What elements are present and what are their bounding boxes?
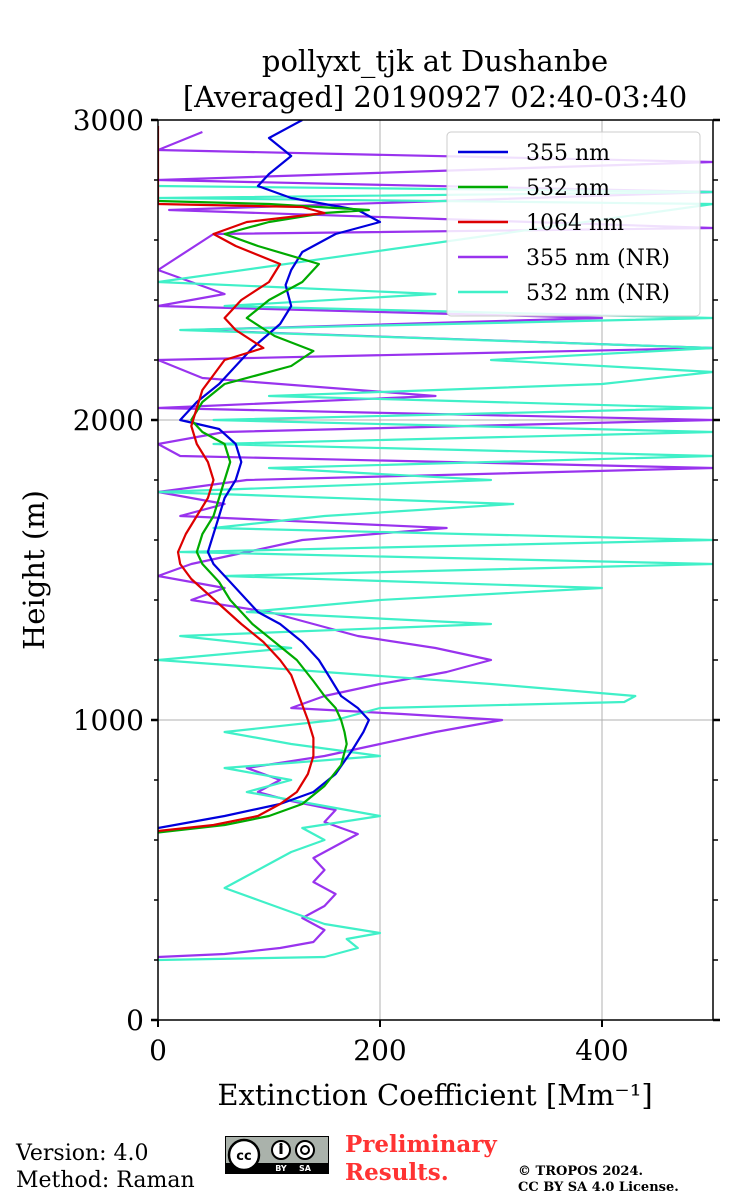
series-line-1064-nm xyxy=(158,126,326,833)
series-line-532-nm xyxy=(158,199,370,834)
cc-license-badge: cc BY SA xyxy=(225,1136,329,1174)
plot-frame xyxy=(157,119,714,1021)
chart-title-line2: [Averaged] 20190927 02:40-03:40 xyxy=(183,80,687,114)
series-clipped xyxy=(158,120,713,962)
preliminary-text-line1: Preliminary xyxy=(345,1131,497,1158)
x-tick-label: 200 xyxy=(353,1034,406,1067)
legend-label: 355 nm xyxy=(526,141,610,166)
preliminary-text-line2: Results. xyxy=(345,1159,449,1186)
x-axis-label: Extinction Coefficient [Mm⁻¹] xyxy=(217,1078,652,1112)
legend-label: 532 nm xyxy=(526,176,610,201)
series-line-532-nm-nr xyxy=(158,184,713,962)
legend-box xyxy=(446,131,701,317)
series-line-355-nm-nr xyxy=(158,130,713,959)
series-line-355-nm xyxy=(158,120,382,830)
cc-icon xyxy=(227,1138,261,1172)
y-axis-label: Height (m) xyxy=(17,490,51,650)
copyright-text-line2: CC BY SA 4.0 License. xyxy=(518,1180,679,1195)
y-tick-label: 0 xyxy=(126,1004,144,1037)
sa-icon xyxy=(295,1140,315,1160)
legend-label: 1064 nm xyxy=(526,211,624,236)
x-tick-label: 0 xyxy=(149,1034,167,1067)
y-tick-label: 1000 xyxy=(73,704,144,737)
copyright-text-line1: © TROPOS 2024. xyxy=(518,1164,644,1179)
method-text: Method: Raman xyxy=(16,1168,195,1193)
x-tick-label: 400 xyxy=(575,1034,628,1067)
chart-title-line1: pollyxt_tjk at Dushanbe xyxy=(262,44,608,79)
y-tick-label: 2000 xyxy=(73,404,144,437)
sa-label: SA xyxy=(299,1164,312,1173)
legend-label: 355 nm (NR) xyxy=(526,246,670,271)
by-label: BY xyxy=(275,1164,287,1173)
cc-label: cc xyxy=(236,1149,251,1164)
series-group xyxy=(158,120,713,962)
y-tick-label: 3000 xyxy=(73,104,144,137)
ticks: 0 1000 2000 3000 0 200 400 xyxy=(73,104,720,1067)
legend: 355 nm 532 nm 1064 nm 355 nm (NR) 532 nm (NR… xyxy=(446,131,701,317)
legend-label: 532 nm (NR) xyxy=(526,281,670,306)
version-text: Version: 4.0 xyxy=(16,1141,149,1166)
